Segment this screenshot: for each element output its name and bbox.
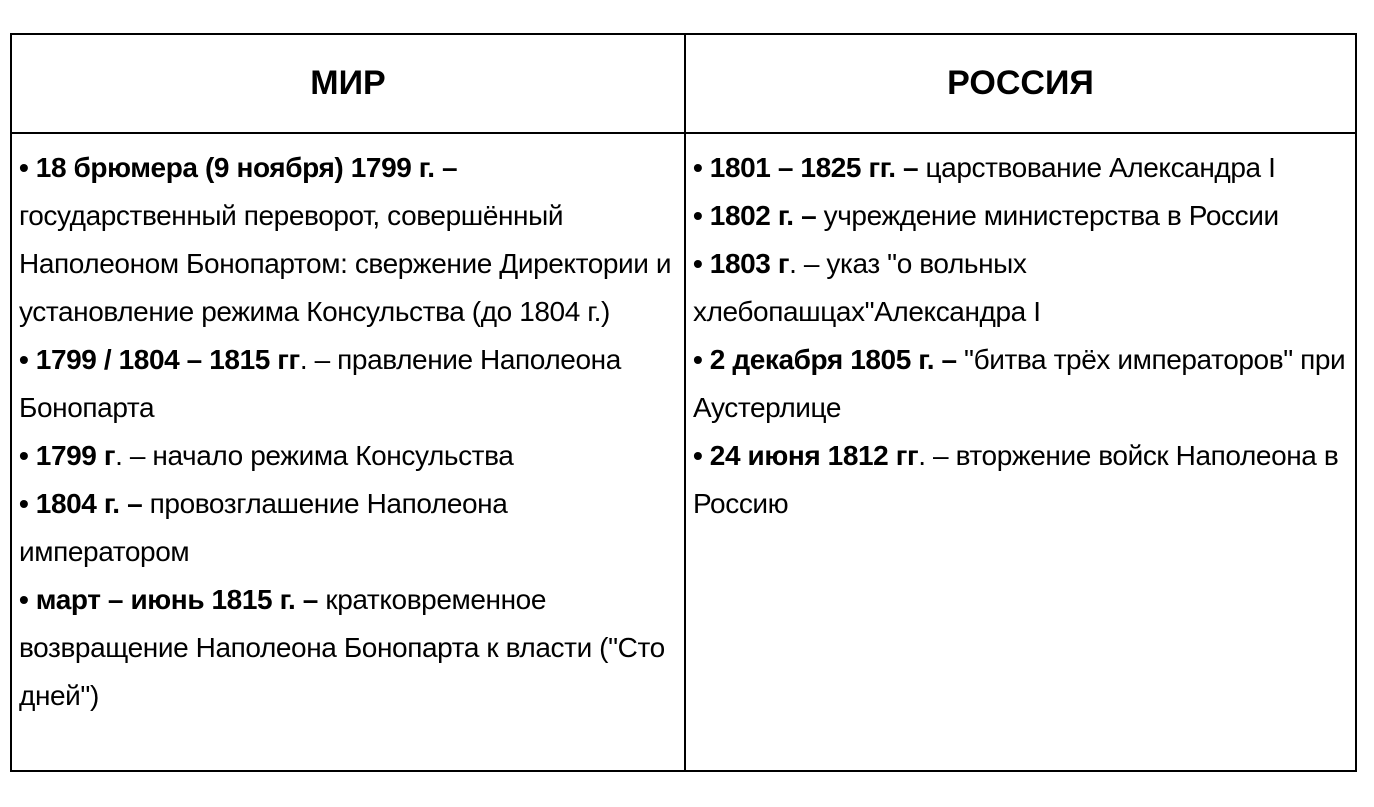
timeline-table: МИР РОССИЯ • 18 брюмера (9 ноября) 1799 … [10, 33, 1357, 772]
event-description: кратковременное возвращение Наполеона Бо… [19, 584, 665, 711]
event-date: • 1799 г [19, 440, 116, 471]
russia-event-item: • 2 декабря 1805 г. – "битва трёх импера… [693, 336, 1349, 432]
content-row: • 18 брюмера (9 ноября) 1799 г. – госуда… [10, 132, 1357, 772]
world-event-item: • 1799 / 1804 – 1815 гг. – правление Нап… [19, 336, 678, 432]
header-world: МИР [10, 33, 686, 134]
world-event-item: • 1799 г. – начало режима Консульства [19, 432, 678, 480]
event-description: . – правление Наполеона Бонопарта [19, 344, 621, 423]
event-date: • 2 декабря 1805 г. – [693, 344, 957, 375]
header-row: МИР РОССИЯ [10, 33, 1357, 134]
event-description: . – начало режима Консульства [115, 440, 514, 471]
world-event-item: • март – июнь 1815 г. – кратковременное … [19, 576, 678, 720]
russia-event-item: • 1801 – 1825 гг. – царствование Алексан… [693, 144, 1349, 192]
header-russia: РОССИЯ [684, 33, 1357, 134]
event-description: царствование Александра I [918, 152, 1276, 183]
event-description: учреждение министерства в России [816, 200, 1279, 231]
event-description: "битва трёх императоров" при Аустерлице [693, 344, 1346, 423]
russia-event-item: • 24 июня 1812 гг. – вторжение войск Нап… [693, 432, 1349, 528]
world-event-item: • 18 брюмера (9 ноября) 1799 г. – госуда… [19, 144, 678, 336]
event-description: . – вторжение войск Наполеона в Россию [693, 440, 1339, 519]
event-date: • 1801 – 1825 гг. – [693, 152, 919, 183]
event-description: . – указ "о вольных хлебопашцах"Александ… [693, 248, 1041, 327]
event-description: государственный переворот, совершённый Н… [19, 200, 672, 327]
event-date: • 1803 г [693, 248, 790, 279]
event-description: провозглашение Наполеона императором [19, 488, 508, 567]
world-cell: • 18 брюмера (9 ноября) 1799 г. – госуда… [10, 132, 686, 772]
event-date: • 18 брюмера (9 ноября) 1799 г. – [19, 152, 458, 183]
russia-event-item: • 1802 г. – учреждение министерства в Ро… [693, 192, 1349, 240]
world-event-item: • 1804 г. – провозглашение Наполеона имп… [19, 480, 678, 576]
event-date: • 1802 г. – [693, 200, 817, 231]
event-date: • 24 июня 1812 гг [693, 440, 919, 471]
russia-cell: • 1801 – 1825 гг. – царствование Алексан… [684, 132, 1357, 772]
event-date: • 1799 / 1804 – 1815 гг [19, 344, 300, 375]
event-date: • 1804 г. – [19, 488, 143, 519]
russia-event-item: • 1803 г. – указ "о вольных хлебопашцах"… [693, 240, 1349, 336]
event-date: • март – июнь 1815 г. – [19, 584, 318, 615]
